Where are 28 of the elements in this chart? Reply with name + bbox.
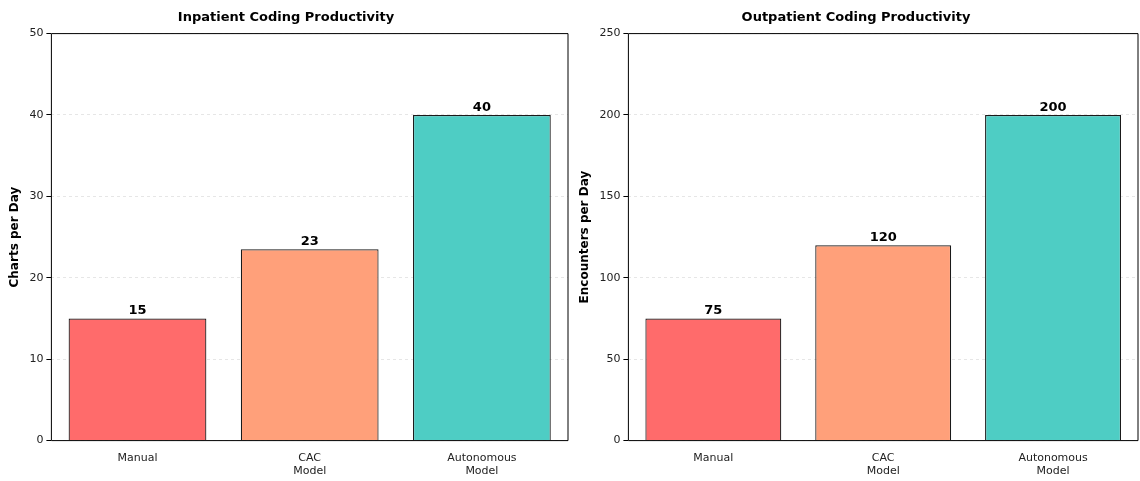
y-tick-label: 50 — [606, 352, 621, 366]
y-tick-label: 100 — [599, 270, 621, 284]
x-tick-label: Autonomous Model — [1018, 451, 1089, 478]
y-tick-label: 0 — [36, 433, 44, 447]
data-label: 40 — [472, 98, 491, 114]
y-tick-label: 150 — [599, 189, 621, 203]
x-tick-label: Manual — [117, 451, 158, 465]
x-tick-label: Autonomous Model — [447, 451, 517, 478]
y-axis-title: Charts per Day — [7, 186, 22, 288]
chart-title: Inpatient Coding Productivity — [177, 9, 395, 25]
y-tick-label: 30 — [29, 189, 44, 203]
y-tick-label: 0 — [613, 433, 621, 447]
data-label: 120 — [869, 229, 897, 245]
y-tick-label: 200 — [599, 107, 621, 121]
data-label: 75 — [704, 302, 723, 318]
y-axis-title: Encounters per Day — [577, 170, 592, 304]
chart-title: Outpatient Coding Productivity — [741, 9, 971, 25]
x-tick-label: Manual — [693, 451, 734, 465]
y-tick-label: 20 — [29, 270, 44, 284]
y-tick-label: 250 — [599, 26, 621, 40]
x-tick-label: CAC Model — [866, 451, 900, 478]
data-label: 15 — [128, 302, 147, 318]
data-label: 200 — [1039, 98, 1067, 114]
y-tick-label: 40 — [29, 107, 44, 121]
y-tick-label: 50 — [29, 26, 44, 40]
y-tick-label: 10 — [29, 352, 44, 366]
data-label: 23 — [300, 233, 319, 249]
x-tick-label: CAC Model — [293, 451, 327, 478]
